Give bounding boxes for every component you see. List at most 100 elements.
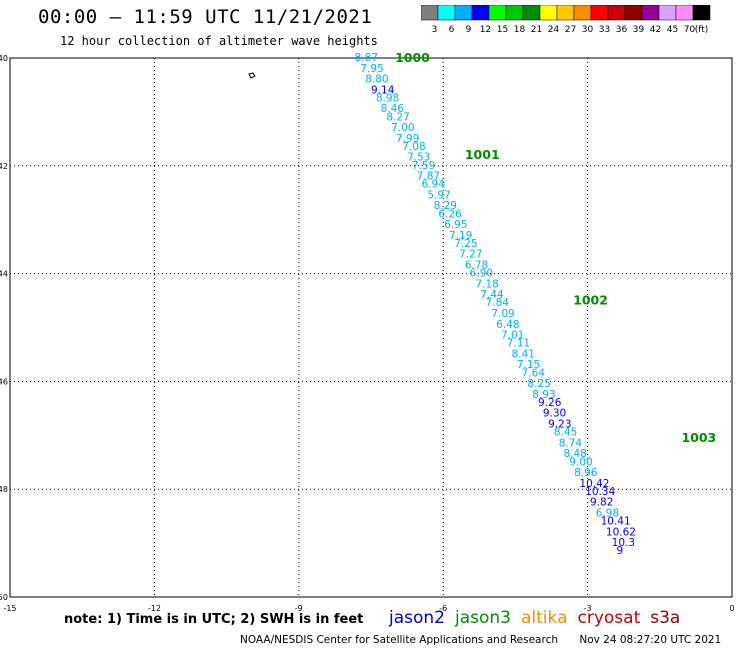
y-tick-label: -46: [0, 377, 8, 386]
colorbar-label: 33: [599, 25, 610, 35]
time-mark-label: 1000: [395, 50, 430, 65]
satellite-legend-jason3: jason3: [455, 608, 511, 628]
wave-height-label: 8.98: [376, 92, 399, 104]
y-tick-label: -42: [0, 162, 8, 171]
wave-height-label: 8.80: [365, 74, 388, 86]
colorbar-label: 6: [449, 25, 455, 35]
wave-height-label: 7.19: [449, 230, 472, 242]
colorbar-label: 15: [497, 25, 508, 35]
satellite-legend-cryosat: cryosat: [577, 608, 641, 628]
wave-height-label: 7.95: [360, 63, 383, 75]
wave-height-label: 7.08: [402, 141, 425, 153]
wave-height-label: 7.15: [517, 359, 540, 371]
satellite-legend-altika: altika: [521, 608, 568, 628]
wave-height-label: 6.26: [438, 208, 462, 220]
colorbar-swatch: [692, 5, 711, 21]
wave-height-label: 10.42: [579, 478, 609, 490]
wave-height-label: 9.30: [543, 408, 566, 420]
colorbar-label: (ft): [695, 25, 709, 35]
wave-height-label: 6.98: [596, 507, 619, 519]
colorbar-label: 70: [684, 25, 696, 35]
wave-height-label: 8.41: [512, 348, 535, 360]
time-mark-label: 1002: [573, 293, 608, 308]
note-text: note: 1) Time is in UTC; 2) SWH is in fe…: [64, 612, 364, 627]
satellite-legend-jason2: jason2: [389, 608, 445, 628]
wave-height-label: 7.25: [454, 238, 477, 250]
wave-height-label: 8.48: [564, 448, 587, 460]
wave-height-label: 7.00: [391, 122, 414, 134]
wave-height-label: 9.23: [548, 419, 571, 431]
colorbar-label: 27: [565, 25, 576, 35]
colorbar-label: 45: [667, 25, 678, 35]
wave-height-label: 7.64: [522, 367, 546, 379]
wave-height-label: 8.93: [532, 389, 555, 401]
map-frame: [9, 57, 733, 598]
y-tick-label: -40: [0, 54, 8, 63]
time-mark-label: 1001: [465, 147, 500, 162]
wave-height-label: 7.01: [501, 330, 524, 342]
wave-height-label: 8.29: [434, 200, 457, 212]
colorbar-label: 18: [514, 25, 526, 35]
x-tick-label: 0: [729, 604, 734, 613]
colorbar-label: 30: [582, 25, 594, 35]
wave-height-label: 8.45: [554, 427, 577, 439]
wave-height-label: 7.59: [412, 160, 435, 172]
y-tick-label: -50: [0, 593, 8, 602]
wave-height-label: 7.53: [407, 152, 430, 164]
colorbar-label: 9: [466, 25, 472, 35]
wave-height-label: 8.25: [527, 378, 550, 390]
x-tick-label: -6: [439, 604, 447, 613]
wave-height-label: 9.82: [590, 497, 613, 509]
wave-height-label: 8.74: [559, 437, 583, 449]
wave-height-label: 9: [616, 545, 623, 557]
wave-height-label: 8.96: [574, 467, 598, 479]
colorbar-label: 36: [616, 25, 628, 35]
x-tick-label: -3: [584, 604, 592, 613]
wave-height-label: 6.90: [470, 268, 493, 280]
credit-text: NOAA/NESDIS Center for Satellite Applica…: [240, 634, 558, 646]
wave-height-label: 8.87: [355, 52, 378, 64]
y-tick-label: -44: [0, 270, 8, 279]
wave-height-label: 8.27: [386, 111, 409, 123]
wave-height-label: 6.95: [444, 219, 467, 231]
satellite-legend-s3a: s3a: [650, 608, 681, 628]
wave-height-label: 6.94: [422, 179, 446, 191]
wave-height-label: 9.26: [538, 397, 562, 409]
page-subtitle: 12 hour collection of altimeter wave hei…: [60, 34, 378, 48]
timestamp-text: Nov 24 08:27:20 UTC 2021: [579, 634, 722, 646]
x-tick-label: -9: [295, 604, 303, 613]
wave-height-label: 7.44: [480, 289, 504, 301]
wave-height-label: 6.78: [465, 260, 488, 272]
wave-height-label: 5.97: [427, 189, 450, 201]
y-tick-label: -48: [0, 485, 8, 494]
colorbar-label: 3: [432, 25, 438, 35]
wave-height-label: 7.11: [507, 338, 530, 350]
colorbar-label: 21: [531, 25, 542, 35]
island-outline: [248, 72, 256, 79]
wave-height-label: 7.09: [491, 308, 514, 320]
x-tick-label: -15: [3, 604, 16, 613]
color-legend: 3 6 9 12 15 18 21 24 27 30 33 36 39 42 45 70 (ft): [421, 5, 711, 35]
satellite-legend: jason2 jason3 altika cryosat s3a: [389, 608, 690, 628]
page-title: 00:00 – 11:59 UTC 11/21/2021: [38, 6, 373, 28]
x-tick-label: -12: [148, 604, 161, 613]
time-mark-label: 1003: [681, 430, 716, 445]
wave-height-label: 7.99: [396, 133, 419, 145]
wave-height-label: 7.84: [486, 297, 510, 309]
wave-height-label: 10.41: [601, 516, 631, 528]
wave-height-label: 6.48: [496, 319, 519, 331]
colorbar-label: 39: [633, 25, 645, 35]
wave-height-label: 7.87: [417, 171, 440, 183]
wave-height-label: 7.27: [459, 249, 482, 261]
wave-height-label: 10.3: [612, 537, 635, 549]
wave-height-label: 8.46: [381, 103, 405, 115]
colorbar-label: 42: [650, 25, 661, 35]
credit-line: NOAA/NESDIS Center for Satellite Applica…: [240, 634, 739, 646]
colorbar-label: 12: [480, 25, 491, 35]
colorbar-label: 24: [548, 25, 560, 35]
wave-height-label: 10.62: [606, 526, 636, 538]
wave-height-label: 10.34: [585, 486, 615, 498]
wave-height-label: 9.14: [371, 84, 395, 96]
wave-height-label: 7.18: [475, 278, 498, 290]
